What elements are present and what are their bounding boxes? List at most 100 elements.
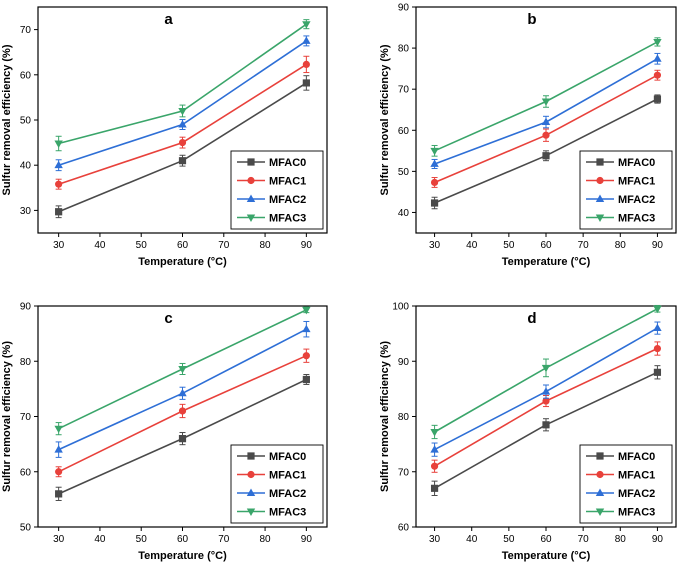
panel-label: c bbox=[164, 310, 172, 327]
chart-panel-d: 30 40 50 60 70 80 90 60 70 80 90 100 Temperature (°C… bbox=[379, 302, 677, 562]
series-MFAC1 bbox=[55, 348, 310, 478]
y-tick-label: 40 bbox=[20, 161, 32, 172]
legend-box bbox=[579, 150, 673, 230]
y-tick-label: 50 bbox=[20, 523, 32, 534]
legend-marker bbox=[247, 158, 255, 166]
x-tick-label: 30 bbox=[429, 534, 441, 545]
legend-label: MFAC0 bbox=[618, 451, 655, 463]
legend: MFAC0 MFAC1 MFAC2 MFAC3 bbox=[230, 150, 324, 230]
legend-marker bbox=[595, 214, 605, 222]
series-MFAC0 bbox=[55, 75, 310, 219]
x-tick-label: 60 bbox=[177, 240, 189, 251]
x-tick-label: 80 bbox=[615, 240, 627, 251]
data-point bbox=[302, 352, 310, 360]
x-tick-label: 50 bbox=[503, 240, 515, 251]
x-tick-label: 80 bbox=[615, 534, 627, 545]
data-point bbox=[54, 445, 63, 453]
data-point bbox=[542, 152, 550, 160]
series-MFAC2 bbox=[430, 321, 662, 457]
legend-marker bbox=[596, 452, 604, 460]
y-tick-label: 80 bbox=[398, 412, 410, 423]
series-MFAC0 bbox=[430, 365, 662, 497]
legend-label: MFAC2 bbox=[269, 488, 306, 500]
data-point bbox=[541, 117, 551, 126]
chart-panel-c: 30 40 50 60 70 80 90 50 60 70 80 90 Temperature (°C)… bbox=[1, 302, 328, 562]
series-MFAC2 bbox=[430, 52, 662, 169]
legend-label: MFAC2 bbox=[618, 488, 655, 500]
y-tick-label: 60 bbox=[20, 467, 32, 478]
y-tick-label: 70 bbox=[20, 412, 32, 423]
legend-marker bbox=[246, 488, 256, 496]
series-MFAC2 bbox=[54, 320, 311, 458]
data-point bbox=[178, 139, 187, 147]
y-tick-label: 60 bbox=[398, 523, 410, 534]
legend-marker bbox=[596, 158, 604, 166]
y-axis-label: Sulfur removal efficiency (%) bbox=[1, 341, 13, 492]
y-tick-label: 90 bbox=[398, 357, 410, 368]
x-tick-label: 40 bbox=[94, 534, 106, 545]
x-tick-label: 40 bbox=[466, 240, 478, 251]
series-MFAC1 bbox=[430, 341, 662, 473]
panel-label: a bbox=[164, 11, 173, 28]
legend-label: MFAC3 bbox=[269, 213, 306, 225]
x-tick-label: 30 bbox=[429, 240, 441, 251]
data-point bbox=[302, 60, 310, 69]
data-point bbox=[178, 407, 187, 415]
legend-marker bbox=[595, 508, 605, 516]
data-point bbox=[302, 79, 310, 87]
legend: MFAC0 MFAC1 MFAC2 MFAC3 bbox=[579, 150, 673, 230]
panel-label: b bbox=[527, 11, 536, 28]
data-point bbox=[302, 324, 311, 333]
y-tick-label: 70 bbox=[398, 467, 410, 478]
data-point bbox=[430, 147, 439, 156]
legend-label: MFAC0 bbox=[269, 451, 306, 463]
x-tick-label: 60 bbox=[540, 534, 552, 545]
legend-label: MFAC0 bbox=[618, 157, 655, 169]
data-point bbox=[653, 38, 662, 47]
y-tick-label: 90 bbox=[20, 302, 32, 313]
x-tick-label: 40 bbox=[94, 240, 106, 251]
y-tick-label: 80 bbox=[398, 44, 410, 55]
y-tick-label: 90 bbox=[398, 3, 410, 14]
series-line bbox=[434, 58, 658, 165]
data-point bbox=[178, 388, 187, 397]
series-MFAC3 bbox=[430, 304, 662, 440]
series-MFAC3 bbox=[430, 37, 662, 157]
y-tick-label: 70 bbox=[20, 25, 32, 36]
legend-marker bbox=[596, 176, 604, 185]
x-tick-label: 40 bbox=[466, 534, 478, 545]
data-point bbox=[430, 462, 439, 470]
y-tick-label: 50 bbox=[398, 167, 410, 178]
x-axis-label: Temperature (°C) bbox=[502, 550, 591, 562]
legend-marker bbox=[595, 488, 605, 496]
x-tick-label: 70 bbox=[578, 240, 590, 251]
data-point bbox=[430, 178, 439, 187]
y-axis-label: Sulfur removal efficiency (%) bbox=[1, 44, 13, 195]
data-point bbox=[653, 323, 662, 332]
legend: MFAC0 MFAC1 MFAC2 MFAC3 bbox=[579, 444, 673, 524]
x-axis-label: Temperature (°C) bbox=[138, 256, 227, 268]
x-tick-label: 70 bbox=[218, 534, 230, 545]
x-axis-label: Temperature (°C) bbox=[138, 550, 227, 562]
x-axis-label: Temperature (°C) bbox=[502, 256, 591, 268]
legend-marker bbox=[247, 452, 255, 460]
series-MFAC1 bbox=[430, 69, 662, 188]
data-point bbox=[541, 98, 551, 107]
series-MFAC0 bbox=[55, 374, 310, 501]
legend-marker bbox=[246, 214, 256, 222]
x-tick-label: 60 bbox=[540, 240, 552, 251]
data-point bbox=[430, 199, 439, 207]
x-tick-label: 30 bbox=[53, 240, 65, 251]
y-tick-label: 60 bbox=[398, 126, 410, 137]
legend: MFAC0 MFAC1 MFAC2 MFAC3 bbox=[230, 444, 324, 524]
data-point bbox=[542, 397, 550, 405]
legend-label: MFAC2 bbox=[618, 194, 655, 206]
x-tick-label: 90 bbox=[652, 240, 664, 251]
x-tick-label: 90 bbox=[301, 534, 313, 545]
data-point bbox=[653, 71, 662, 79]
x-tick-label: 70 bbox=[218, 240, 230, 251]
data-point bbox=[178, 435, 187, 443]
data-point bbox=[430, 445, 439, 453]
x-tick-label: 70 bbox=[578, 534, 590, 545]
